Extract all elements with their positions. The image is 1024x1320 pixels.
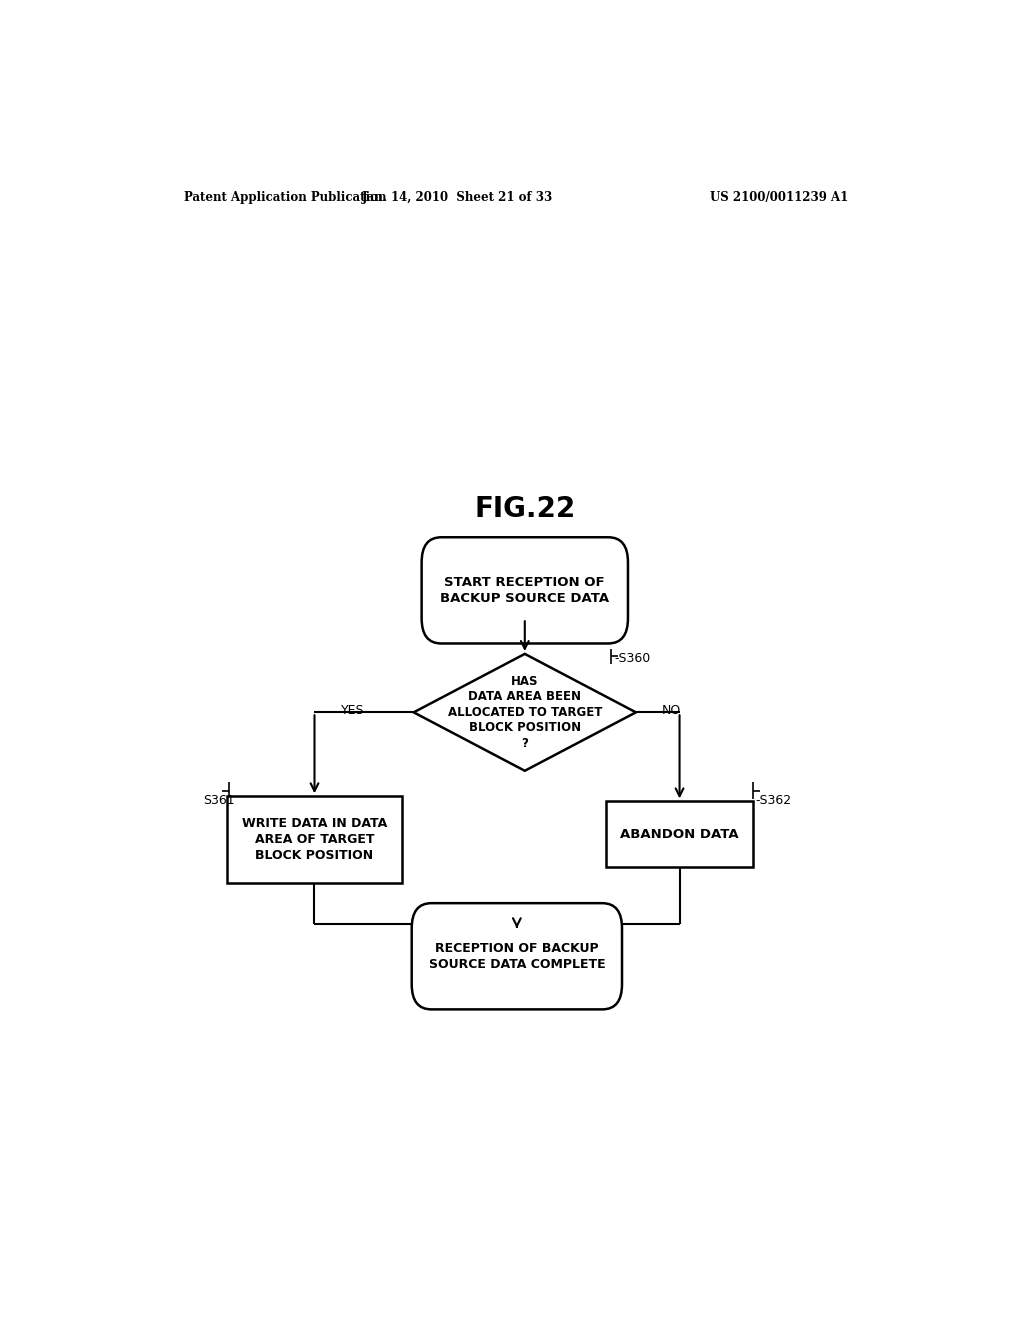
- Text: RECEPTION OF BACKUP
SOURCE DATA COMPLETE: RECEPTION OF BACKUP SOURCE DATA COMPLETE: [429, 941, 605, 970]
- Bar: [606, 801, 753, 867]
- Polygon shape: [414, 653, 636, 771]
- Text: Patent Application Publication: Patent Application Publication: [183, 190, 386, 203]
- Text: -S360: -S360: [614, 652, 650, 665]
- Text: US 2100/0011239 A1: US 2100/0011239 A1: [710, 190, 848, 203]
- Text: Jan. 14, 2010  Sheet 21 of 33: Jan. 14, 2010 Sheet 21 of 33: [361, 190, 553, 203]
- Bar: [227, 796, 401, 883]
- FancyBboxPatch shape: [422, 537, 628, 643]
- Text: ABANDON DATA: ABANDON DATA: [621, 828, 739, 841]
- Text: FIG.22: FIG.22: [474, 495, 575, 523]
- Text: S361: S361: [204, 795, 236, 808]
- Text: YES: YES: [341, 704, 365, 717]
- Text: START RECEPTION OF
BACKUP SOURCE DATA: START RECEPTION OF BACKUP SOURCE DATA: [440, 576, 609, 605]
- FancyBboxPatch shape: [412, 903, 622, 1010]
- Text: NO: NO: [663, 704, 681, 717]
- Text: HAS
DATA AREA BEEN
ALLOCATED TO TARGET
BLOCK POSITION
?: HAS DATA AREA BEEN ALLOCATED TO TARGET B…: [447, 675, 602, 750]
- Text: -S362: -S362: [755, 795, 792, 808]
- Text: WRITE DATA IN DATA
AREA OF TARGET
BLOCK POSITION: WRITE DATA IN DATA AREA OF TARGET BLOCK …: [242, 817, 387, 862]
